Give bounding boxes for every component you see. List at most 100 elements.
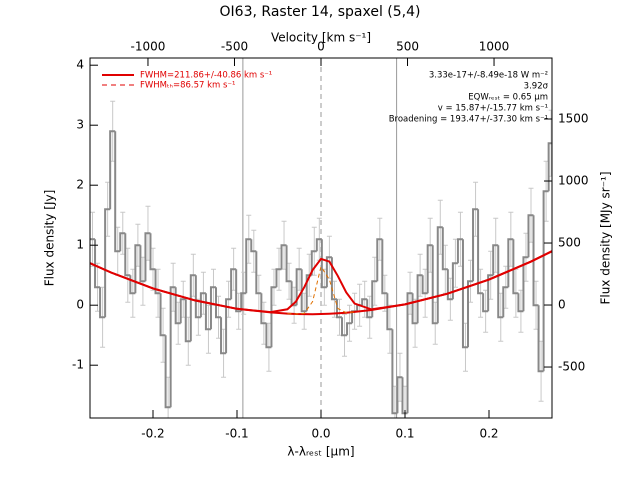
y-tick-label: 3 [76,118,84,132]
spectrum-step [270,286,277,348]
spectrum-step [174,287,181,325]
spectrum-step [275,268,282,288]
spectrum-step [250,239,257,253]
y2-tick-label: 1500 [558,112,589,126]
spectrum-step [527,214,534,258]
spectrum-step [426,244,433,294]
spectrum-step [330,257,337,301]
spectrum-step [204,293,211,331]
spectrum-step [235,269,242,313]
spectrum-step [265,323,272,349]
spectrum-step [346,322,353,336]
spectrum-step [159,293,166,337]
spectrum-step [240,292,247,312]
spectrum-step [255,251,262,295]
spectrum-step [335,299,342,319]
spectrum-step [280,244,287,270]
spectrum-step [416,274,423,324]
spectrum-step [532,215,539,307]
spectrum-step [320,239,327,289]
x2-tick-label: -1000 [131,40,166,54]
x2-axis-label: Velocity [km s⁻¹] [271,31,371,45]
y2-tick-label: 500 [558,236,581,250]
y2-tick-label: -500 [558,360,585,374]
x-tick-label: -0.1 [225,427,248,441]
spectrum-step [154,269,161,295]
spectrum-step [441,227,448,271]
spectrum-step [199,292,206,318]
spectrum-step [169,286,176,408]
spectrum-step [467,280,474,348]
spectrum-step [522,256,529,312]
spectrum-step [401,377,408,415]
spectrum-step [325,256,332,288]
spectrum-step [99,287,106,319]
x-tick-label: 0.1 [395,427,414,441]
x-axis-label: λ-λᵣₑₛₜ [μm] [287,445,354,459]
spectrum-step [542,190,549,372]
annotation: 3.33e-17+/-8.49e-18 W m⁻² [429,71,548,81]
chart-title: OI63, Raster 14, spaxel (5,4) [220,4,421,20]
fit-line [287,265,355,315]
fit-line [90,250,552,314]
spectrum-step [295,268,302,306]
y-tick-label: 1 [76,238,84,252]
y-tick-label: 2 [76,178,84,192]
spectrum-step [164,335,171,409]
spectrum-step [144,232,151,282]
spectrum-step [396,376,403,414]
spectrum-step [472,208,479,282]
spectrum-step [406,292,413,414]
spectrum-step [104,208,111,318]
annotation: 3.92σ [524,82,549,92]
spectrum-step [482,293,489,313]
annotation: v = 15.87+/-15.77 km s⁻¹ [438,104,548,114]
spectrum-step [129,275,136,295]
spectrum-step [451,262,458,300]
y-tick-label: 4 [76,58,84,72]
spectrum-step [547,142,552,192]
spectrum-step [366,299,373,319]
spectrum-step [215,287,222,319]
y2-axis-label: Flux density [MJy sr⁻¹] [599,171,613,304]
spectrum-step [361,298,368,306]
spectrum-step [461,239,468,349]
spectrum-step [149,233,156,271]
spectrum-step [421,275,428,295]
spectrum-step [189,274,196,342]
spectrum-step [114,131,121,253]
spectrum-step [487,274,494,312]
spectrum-step [209,286,216,330]
x-tick-label: 0.0 [311,427,330,441]
x2-tick-label: -500 [221,40,248,54]
x-tick-label: 0.2 [479,427,498,441]
x2-tick-label: 500 [396,40,419,54]
spectrum-step [179,298,186,324]
plot-area [90,58,552,418]
annotation: Broadening = 193.47+/-37.30 km s⁻¹ [389,115,548,125]
spectrum-step [517,293,524,313]
spectrum-step [381,239,388,295]
spectrum-step [109,130,116,210]
spectrum-step [492,244,499,276]
spectrum-step [139,245,146,283]
x2-tick-label: 1000 [479,40,510,54]
spectrum-step [260,293,267,325]
spectrum-step [386,293,393,331]
spectrum-step [391,329,398,415]
spectrum-step [124,233,131,277]
spectrum-step [497,245,504,319]
y2-tick-label: 1000 [558,174,589,188]
spectrum-step [119,232,126,252]
x-tick-label: -0.2 [141,427,164,441]
spectrum-step [194,275,201,319]
spectrum-step [376,238,383,282]
spectrum-step [315,238,322,252]
spectrum-step [341,317,348,337]
spectrum-step [446,269,453,301]
spectrum-step [245,238,252,294]
spectrum-step [431,245,438,325]
spectrum-step [184,299,191,343]
spectrum-step [225,298,232,354]
